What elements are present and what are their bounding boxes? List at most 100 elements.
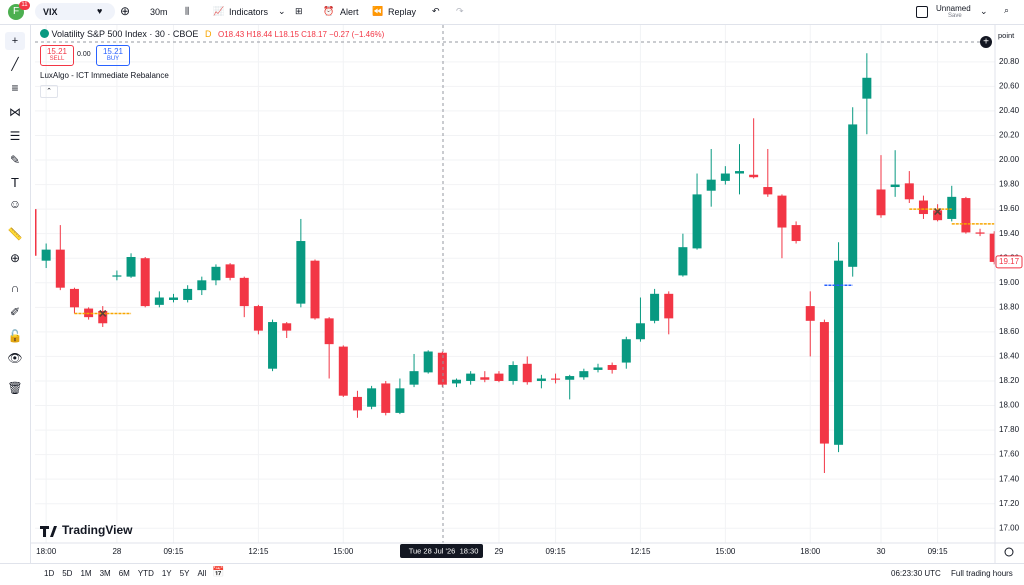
candle-body [494, 373, 504, 381]
crosshair-tool[interactable]: + [5, 32, 25, 50]
legend-ohlc: O18.43 H18.44 L18.15 C18.17 −0.27 (−1.46… [217, 30, 385, 39]
measure-tool[interactable]: 📏 [7, 227, 23, 241]
range-button[interactable]: 1M [80, 569, 92, 578]
y-tick-label: 17.40 [999, 474, 1020, 483]
candle-body [918, 200, 928, 215]
lock-draw-tool[interactable]: ✐ [9, 305, 21, 319]
candle-body [239, 277, 249, 307]
candle-body [989, 233, 995, 262]
lock-tool[interactable]: 🔓 [7, 329, 23, 343]
candle-body [381, 383, 391, 413]
range-buttons: 1D 5D 1M 3M 6M YTD 1Y 5Y All [44, 569, 214, 578]
logo-text: TradingView [62, 523, 133, 537]
collapse-legend[interactable]: ⌃ [40, 85, 58, 98]
indicators[interactable]: Indicators [229, 7, 269, 17]
undo[interactable]: ↶ [432, 6, 440, 16]
symbol: VIX [43, 7, 58, 17]
emoji-tool[interactable]: ☺ [8, 197, 22, 211]
candle-body [819, 322, 829, 444]
alert-icon: ⏰ [323, 6, 335, 16]
buy-label: BUY [106, 56, 120, 62]
range-button[interactable]: 5Y [179, 569, 190, 578]
range-button[interactable]: 1Y [161, 569, 172, 578]
x-tick-label: 09:15 [546, 547, 567, 556]
candle-body [253, 306, 263, 331]
range-button[interactable]: All [197, 569, 207, 578]
candle-body [791, 225, 801, 242]
clock: 06:23:30 UTC [891, 569, 941, 578]
layouts[interactable]: ⊞ [295, 6, 303, 16]
replay-icon: ⏪ [372, 6, 384, 16]
sell-label: SELL [49, 56, 65, 62]
candle-body [154, 297, 164, 305]
badge: 11 [19, 1, 30, 10]
grid [35, 25, 995, 543]
y-tick-label: 18.00 [999, 401, 1020, 410]
sell-button[interactable]: 15.21 SELL [40, 45, 74, 66]
candle-body [352, 396, 362, 411]
indicators-dropdown[interactable]: ⌄ [278, 6, 286, 16]
candle-body [763, 187, 773, 195]
layout-name[interactable]: Unnamed [936, 4, 971, 13]
status-dot [40, 29, 49, 38]
y-tick-label: 17.80 [999, 425, 1020, 434]
alert[interactable]: Alert [340, 7, 359, 17]
candle-body [862, 77, 872, 99]
layout-dropdown[interactable]: ⌄ [980, 6, 988, 16]
fib-tool[interactable]: ☰ [9, 129, 21, 143]
y-tick-label: 20.20 [999, 131, 1020, 140]
line-tool[interactable]: ╱ [11, 57, 19, 71]
channel-tool[interactable]: ≡ [11, 81, 19, 95]
pattern-tool[interactable]: ⋈ [9, 105, 21, 119]
candle-body [664, 293, 674, 319]
range-button[interactable]: YTD [137, 569, 154, 578]
session[interactable]: Full trading hours [951, 569, 1013, 578]
hide-tool[interactable]: 👁 [7, 351, 23, 365]
last-price-label: 19.17 [999, 257, 1020, 266]
range-button[interactable]: 3M [99, 569, 111, 578]
redo[interactable]: ↷ [456, 6, 464, 16]
candle-body [169, 297, 178, 300]
search[interactable]: ⌕ [1004, 5, 1010, 15]
symbol-search[interactable]: VIX ♥ [35, 3, 115, 20]
y-tick-label: 20.60 [999, 81, 1020, 90]
candle-body [225, 264, 235, 278]
legend-title: Volatility S&P 500 Index · 30 · CBOE [51, 29, 199, 39]
y-tick-label: 19.40 [999, 229, 1020, 238]
zoom-tool[interactable]: ⊕ [9, 251, 21, 265]
chart-type[interactable]: ⫼ [185, 6, 190, 16]
y-tick-label: 20.00 [999, 155, 1020, 164]
candle-body [268, 322, 278, 369]
candle-body [706, 179, 716, 191]
range-button[interactable]: 1D [44, 569, 55, 578]
date-range-icon[interactable]: 📅 [212, 567, 225, 578]
text-tool[interactable]: T [11, 175, 19, 190]
buy-button[interactable]: 15.21 BUY [96, 45, 130, 66]
replay[interactable]: Replay [388, 7, 417, 17]
compare-button[interactable]: ⊕ [120, 4, 131, 18]
candle-body [437, 352, 447, 385]
add-button[interactable] [980, 36, 992, 48]
candle-body [69, 288, 79, 308]
candle-body [848, 124, 858, 267]
range-button[interactable]: 6M [118, 569, 130, 578]
settings-icon[interactable] [1004, 547, 1014, 557]
logo: TradingView [40, 523, 133, 537]
candle-body [452, 379, 461, 384]
trash-tool[interactable]: 🗑 [7, 381, 23, 395]
interval[interactable]: 30m [150, 7, 168, 17]
save[interactable]: Save [948, 13, 962, 19]
range-button[interactable]: 5D [62, 569, 73, 578]
spread: 0.00 [77, 51, 91, 58]
layout-icon[interactable] [916, 6, 928, 18]
candle-body [508, 365, 518, 381]
price-unit: point [998, 31, 1015, 40]
candle-body [480, 377, 490, 380]
candle-body [735, 171, 744, 174]
magnet-tool[interactable]: ∩ [10, 281, 20, 295]
candle-body [749, 174, 759, 178]
brush-tool[interactable]: ✎ [9, 153, 21, 167]
y-tick-label: 19.60 [999, 204, 1020, 213]
x-tick-label: 12:15 [248, 547, 269, 556]
